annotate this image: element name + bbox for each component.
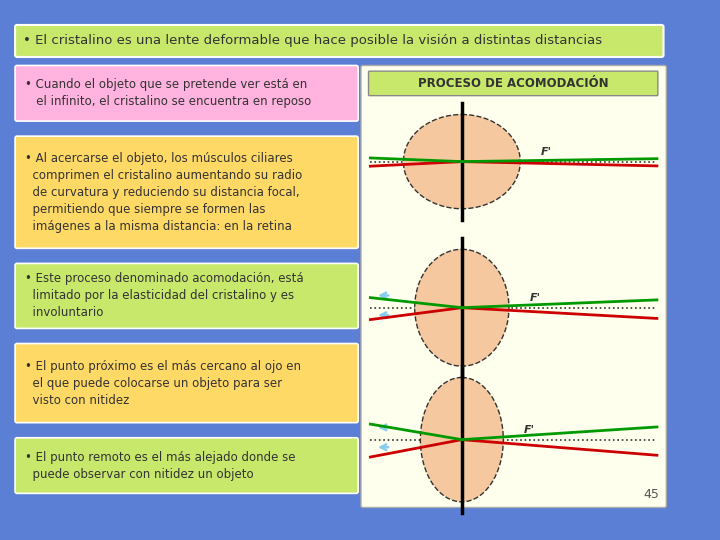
Text: • El punto remoto es el más alejado donde se
  puede observar con nitidez un obj: • El punto remoto es el más alejado dond…	[24, 450, 295, 481]
FancyBboxPatch shape	[369, 71, 658, 96]
FancyBboxPatch shape	[15, 438, 358, 494]
Ellipse shape	[403, 114, 521, 209]
Text: F': F'	[530, 293, 541, 303]
Text: • Cuando el objeto que se pretende ver está en
   el infinito, el cristalino se : • Cuando el objeto que se pretende ver e…	[24, 78, 311, 109]
FancyBboxPatch shape	[361, 65, 666, 508]
Text: • El cristalino es una lente deformable que hace posible la visión a distintas d: • El cristalino es una lente deformable …	[22, 35, 602, 48]
FancyBboxPatch shape	[15, 65, 358, 121]
Text: • El punto próximo es el más cercano al ojo en
  el que puede colocarse un objet: • El punto próximo es el más cercano al …	[24, 360, 300, 407]
Text: • Este proceso denominado acomodación, está
  limitado por la elasticidad del cr: • Este proceso denominado acomodación, e…	[24, 272, 303, 320]
Text: F': F'	[541, 147, 552, 157]
FancyBboxPatch shape	[15, 343, 358, 423]
Text: PROCESO DE ACOMODACIÓN: PROCESO DE ACOMODACIÓN	[418, 77, 608, 90]
Text: F': F'	[524, 425, 535, 435]
FancyBboxPatch shape	[15, 264, 358, 328]
FancyBboxPatch shape	[15, 25, 664, 57]
Text: • Al acercarse el objeto, los músculos ciliares
  comprimen el cristalino aument: • Al acercarse el objeto, los músculos c…	[24, 152, 302, 233]
Ellipse shape	[420, 377, 503, 502]
Ellipse shape	[415, 249, 509, 366]
Text: 45: 45	[643, 488, 659, 501]
FancyBboxPatch shape	[15, 136, 358, 248]
